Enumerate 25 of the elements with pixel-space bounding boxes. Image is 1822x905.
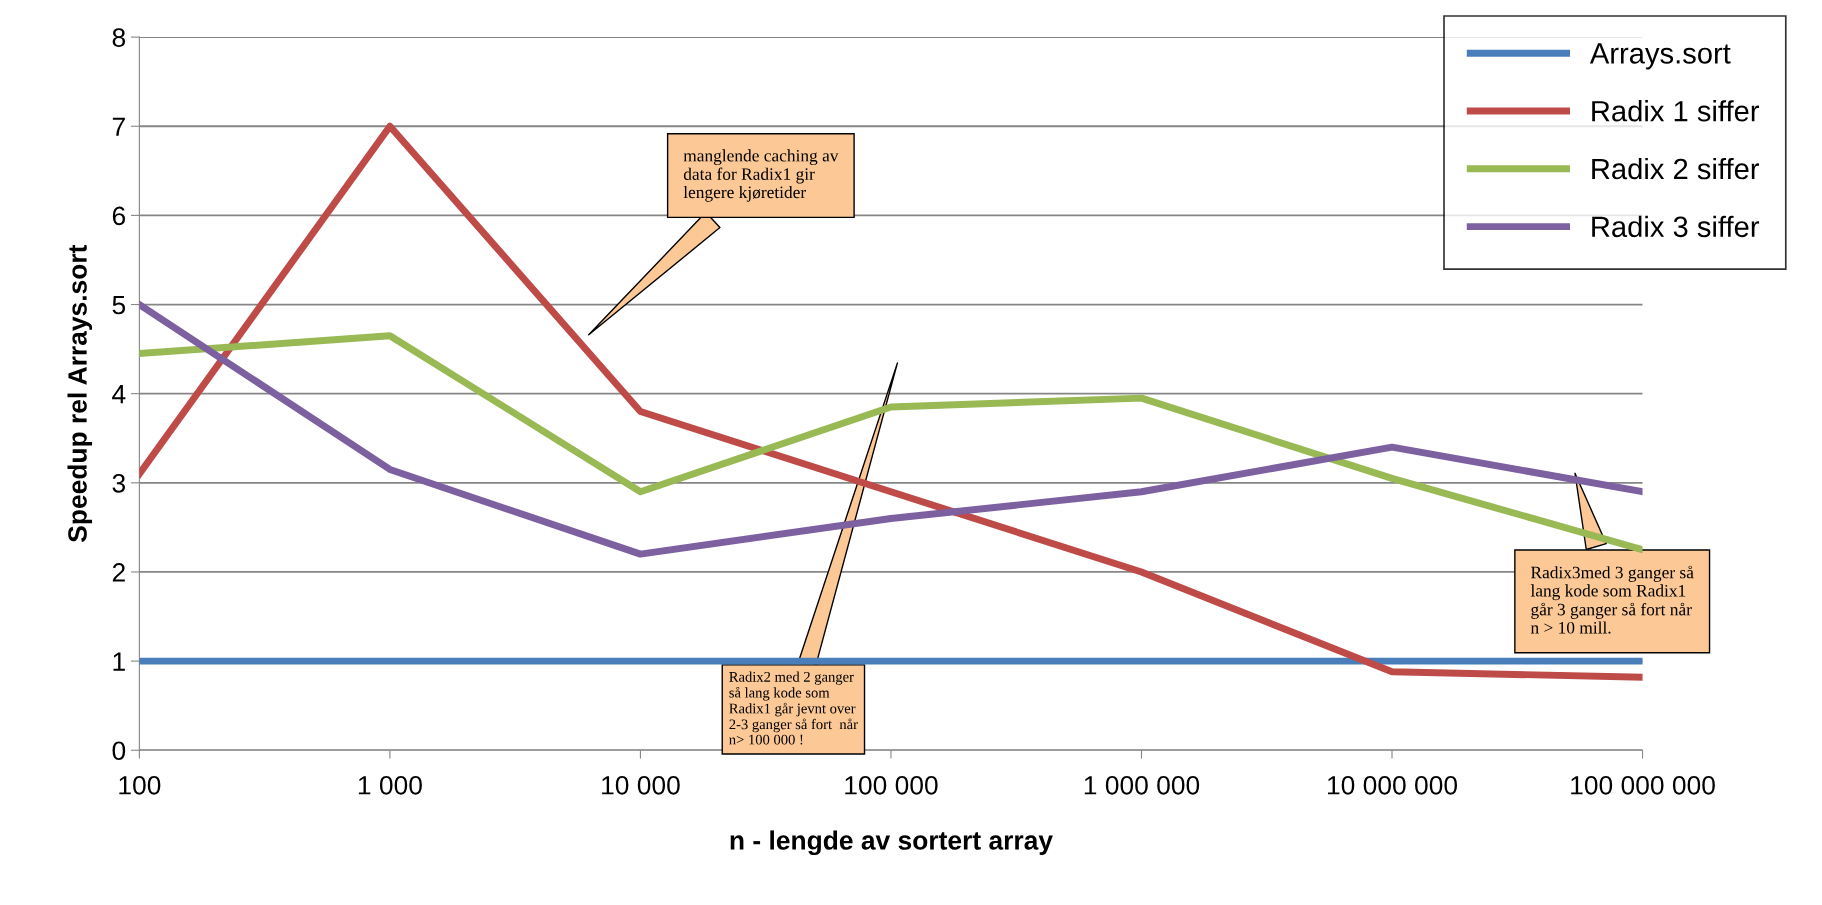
y-tick-label: 7 [112,117,125,136]
y-tick-label: 0 [112,741,126,761]
legend-label: Arrays.sort [1589,43,1731,70]
x-tick-label: 10 000 [602,775,680,795]
y-tick-label: 2 [112,563,125,582]
x-tick-label: 1 000 [358,775,422,795]
legend-label: Radix 3 siffer [1592,215,1760,238]
annotation: Radix3med 3 ganger så lang kode som Radix1 går 3 ganger så fort når n > 10 mill. [1530,565,1694,634]
y-tick-label: 6 [112,206,126,226]
x-tick-label: 100 000 [845,775,938,795]
y-tick-label: 8 [112,28,126,47]
x-axis-title: n - lengde av sortert array [730,830,1053,856]
x-tick-label: 100 000 000 [1571,775,1715,795]
y-axis-title: Speedup rel Arrays.sort [67,244,93,543]
x-tick-label: 1 000 000 [1084,775,1200,795]
legend-label: Radix 2 siffer [1592,157,1760,180]
y-tick-label: 5 [112,295,126,315]
y-tick-label: 1 [113,652,125,671]
annotation: Radix2 med 2 ganger så lang kode som Radix1 går jevnt over 2-3 ganger så fort når n> 100 000 ! [729,671,858,745]
legend-label: Radix 1 siffer [1592,100,1760,122]
x-tick-label: 10 000 000 [1327,775,1458,795]
annotation: manglende caching av data for Radix1 gir lengere kjøretider [683,149,839,202]
x-tick-label: 100 [119,775,161,795]
y-tick-label: 4 [112,385,126,404]
y-tick-label: 3 [112,473,126,493]
